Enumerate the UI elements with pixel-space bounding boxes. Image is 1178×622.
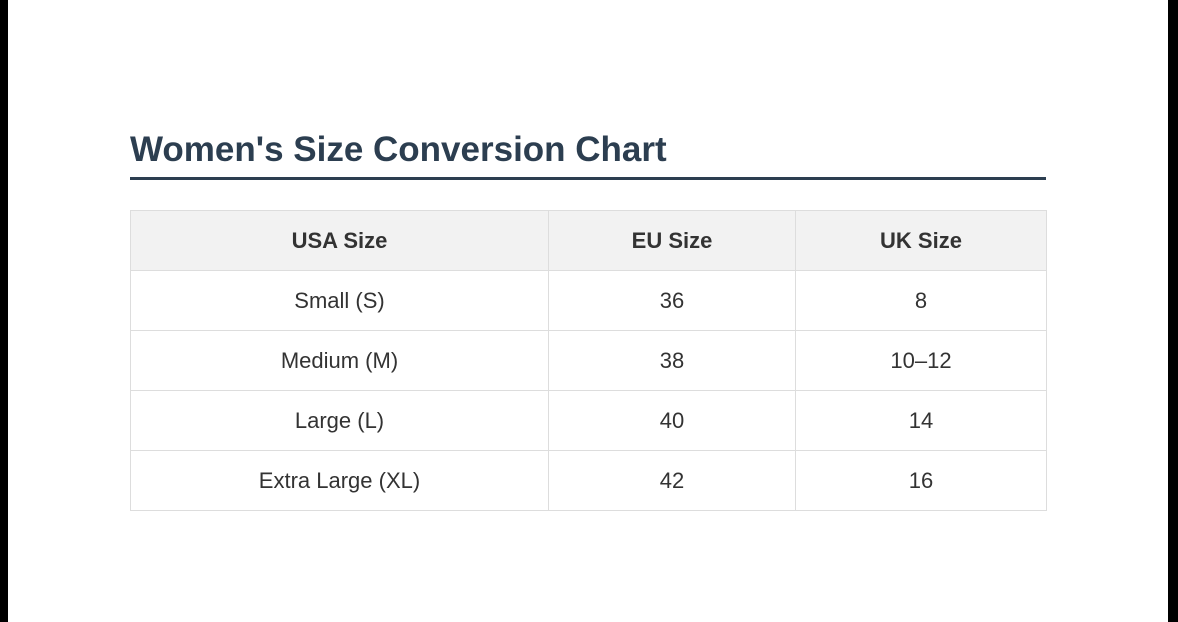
table-cell: Small (S)	[130, 270, 549, 331]
column-header: USA Size	[130, 210, 549, 271]
table-row: Extra Large (XL) 42 16	[130, 450, 1047, 511]
table-cell: 10–12	[795, 330, 1047, 391]
table-row: Medium (M) 38 10–12	[130, 330, 1047, 391]
table-cell: 42	[548, 450, 796, 511]
table-cell: Medium (M)	[130, 330, 549, 391]
table-cell: Large (L)	[130, 390, 549, 451]
table-row: Small (S) 36 8	[130, 270, 1047, 331]
table-cell: Extra Large (XL)	[130, 450, 549, 511]
table-head: USA Size EU Size UK Size	[130, 210, 1047, 271]
table-cell: 40	[548, 390, 796, 451]
table-body: Small (S) 36 8 Medium (M) 38 10–12 Large (L) 40…	[130, 270, 1047, 511]
header-row: USA Size EU Size UK Size	[130, 210, 1047, 271]
column-header: EU Size	[548, 210, 796, 271]
title: Women's Size Conversion Chart	[130, 130, 667, 169]
table-row: Large (L) 40 14	[130, 390, 1047, 451]
table-cell: 36	[548, 270, 796, 331]
table-cell: 8	[795, 270, 1047, 331]
table-cell: 38	[548, 330, 796, 391]
document: Women's Size Conversion Chart USA Size EU…	[8, 0, 1168, 622]
column-header: UK Size	[795, 210, 1047, 271]
table-cell: 16	[795, 450, 1047, 511]
size-table: USA Size EU Size UK Size Small (S) 36 8 Mediu…	[130, 210, 1047, 511]
table-cell: 14	[795, 390, 1047, 451]
title-underline	[130, 177, 1046, 180]
